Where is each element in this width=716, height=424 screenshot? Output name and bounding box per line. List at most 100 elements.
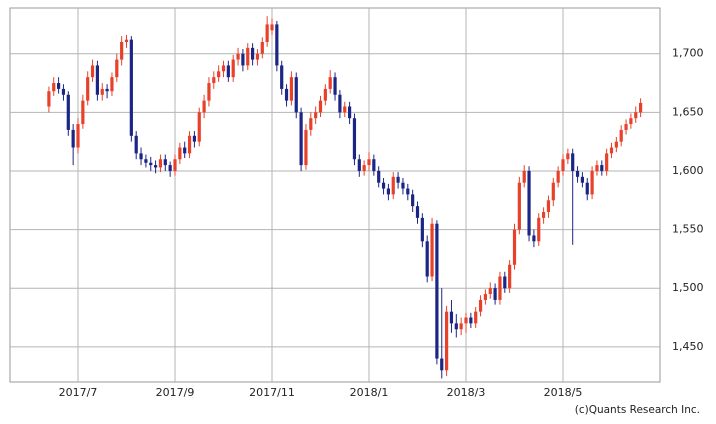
candle-body [66,94,70,130]
candle-body [440,358,444,371]
candle-body [158,159,163,168]
candle-body [566,153,570,160]
candle-body [323,88,327,101]
candle-body [512,229,517,265]
candle-body [575,170,580,177]
candle-body [343,106,347,113]
candle-body [595,165,599,171]
candle-body [217,71,221,78]
candle-body [318,100,323,113]
candle-body [391,176,395,195]
candle-body [527,170,531,236]
candle-body [226,65,230,78]
x-tick-label: 2017/7 [59,386,98,399]
candle-body [508,264,512,289]
x-tick-label: 2017/9 [156,386,195,399]
candle-body [532,235,536,242]
candle-body [192,135,196,142]
candle-body [149,162,153,166]
y-tick-label: 1,700 [672,47,704,60]
candle-body [241,53,245,66]
candle-body [328,77,332,89]
candle-body [624,124,628,130]
candle-body [493,288,497,300]
candle-body [590,170,594,195]
candle-body [314,112,318,119]
candle-body [454,323,458,330]
candle-body [571,153,575,171]
candle-body [338,94,342,113]
candle-body [129,39,133,136]
candle-body [372,159,376,171]
candle-body [105,88,109,92]
candle-body [163,159,167,166]
candle-body [212,77,216,84]
candle-body [411,194,415,207]
candle-body [134,135,138,154]
candle-body [435,223,439,359]
candle-body [260,42,264,54]
candle-body [183,147,187,154]
candle-body [251,47,255,60]
candle-body [61,88,66,95]
candle-body [187,135,192,154]
candle-body [517,182,521,230]
candle-body [629,118,633,125]
candle-body [614,141,618,148]
candle-body [469,317,473,324]
candle-body [580,176,584,183]
candle-body [609,147,614,154]
candle-body [221,65,226,72]
candle-body [488,288,492,295]
candle-body [246,47,250,66]
candle-body [52,83,56,92]
candle-body [546,200,551,212]
candle-body [498,276,502,300]
candle-body [47,91,51,107]
candle-body [634,112,638,119]
y-tick-label: 1,550 [672,223,704,236]
candle-body [95,65,99,95]
candle-body [537,217,541,242]
candle-body [333,77,337,95]
candle-body [154,165,158,168]
candle-body [76,124,80,148]
candle-body [284,88,289,101]
candle-body [280,65,284,89]
candle-body [474,311,478,324]
candle-body [420,217,424,242]
candle-body [362,165,366,171]
candle-body [255,53,260,60]
candle-body [542,212,546,218]
candle-body [178,147,182,160]
candle-body [415,206,420,218]
candle-body [551,182,555,201]
candle-body [294,77,298,113]
candle-body [352,118,357,160]
candle-body [377,170,381,183]
candle-body [275,24,279,66]
candle-body [459,323,463,330]
candle-body [386,188,390,195]
candle-body [81,100,85,125]
candle-body [401,182,405,189]
candle-body [445,311,449,371]
candle-body [115,59,119,78]
x-tick-label: 2017/11 [249,386,295,399]
y-tick-label: 1,500 [672,281,704,294]
candle-body [425,241,429,277]
plot-frame [9,7,661,383]
candle-body [265,24,269,42]
y-tick-label: 1,450 [672,340,704,353]
candle-body [236,53,240,60]
candle-body [86,77,90,101]
candle-body [522,170,526,183]
candle-body [270,24,274,31]
candle-body [168,165,172,171]
credit: (c)Quants Research Inc. [575,404,700,416]
candle-body [304,129,308,166]
candle-body [173,159,177,171]
candle-body [289,77,293,101]
candle-body [71,129,75,148]
candle-body [309,118,313,130]
